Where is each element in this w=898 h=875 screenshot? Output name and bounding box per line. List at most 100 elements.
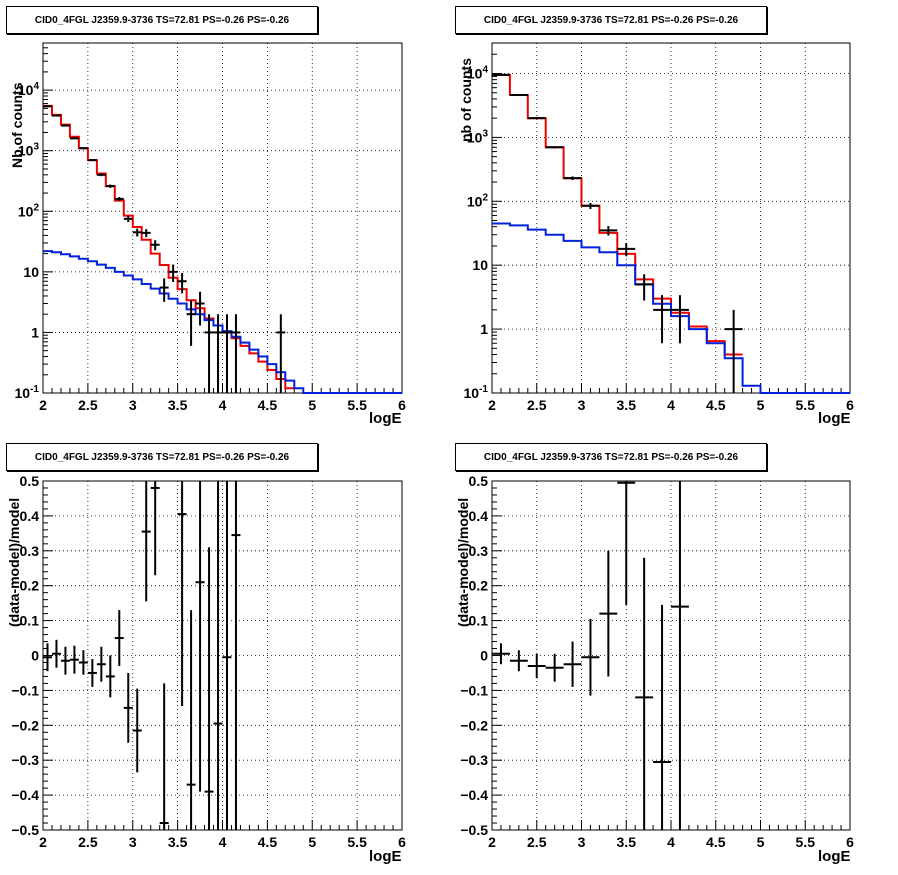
- chart-title: CID0_4FGL J2359.9-3736 TS=72.81 PS=-0.26…: [455, 443, 767, 471]
- x-tick-label: 5.5: [796, 834, 816, 850]
- plot-frame: [491, 480, 851, 831]
- data-point: [60, 124, 70, 127]
- x-tick-label: 3: [578, 834, 586, 850]
- x-tick-label: 3.5: [617, 834, 637, 850]
- x-tick-label: 4: [667, 397, 675, 413]
- data-point: [186, 300, 196, 346]
- data-point: [204, 314, 214, 393]
- data-point: [545, 146, 564, 149]
- y-tick-label: 0.3: [20, 543, 40, 559]
- data-point: [724, 309, 743, 393]
- data-point: [141, 229, 151, 238]
- x-tick-label: 2.5: [78, 397, 98, 413]
- x-tick-label: 6: [846, 397, 854, 413]
- data-point: [653, 295, 671, 344]
- residual-point: [635, 557, 654, 830]
- x-axis-label: logE: [369, 848, 402, 865]
- residual-point: [159, 683, 169, 830]
- y-tick-label: −0.1: [11, 682, 39, 698]
- y-tick-label: 0.1: [20, 613, 40, 629]
- x-tick-label: 3: [578, 397, 586, 413]
- x-tick-label: 3: [129, 834, 137, 850]
- data-point: [123, 215, 133, 223]
- data-point: [132, 228, 142, 237]
- source-model-histogram: [492, 222, 850, 394]
- y-tick-label: 0.2: [20, 578, 40, 594]
- data-point: [69, 137, 79, 140]
- x-tick-label: 2: [39, 397, 47, 413]
- x-tick-label: 4: [219, 397, 227, 413]
- data-point: [563, 176, 582, 181]
- data-point: [96, 173, 106, 177]
- residual-panel-left: 2 2.5 3 3.5 4 4.5 5 5.5 6 −0.5 −0.4 −0.3 −0.2 −0.1 0 0.…: [0, 437, 449, 875]
- x-tick-label: 4.5: [706, 397, 726, 413]
- plot-frame: [42, 42, 403, 394]
- x-tick-label: 6: [846, 834, 854, 850]
- x-tick-label: 5.5: [796, 397, 816, 413]
- residual-point: [51, 639, 61, 668]
- data-point: [51, 114, 61, 117]
- y-tick-label: −0.5: [460, 822, 488, 838]
- x-tick-label: 6: [398, 834, 406, 850]
- residual-point: [43, 643, 52, 672]
- x-tick-label: 5: [308, 834, 316, 850]
- y-tick-label: 10-1: [15, 384, 40, 401]
- x-axis-label: logE: [818, 848, 851, 865]
- residual-point: [96, 646, 106, 682]
- data-point: [177, 272, 187, 294]
- x-tick-label: 2.5: [527, 397, 547, 413]
- counts-plot-right: 2 2.5 3 3.5 4 4.5 5 5.5 6 10-1 1 10 102 103 104: [464, 42, 854, 413]
- axis-ticks: [491, 480, 851, 831]
- data-point: [150, 240, 160, 251]
- data-point: [222, 314, 232, 393]
- data-point: [581, 202, 600, 209]
- residual-point: [563, 641, 582, 687]
- x-tick-label: 5.5: [347, 834, 367, 850]
- y-tick-label: 104: [467, 64, 489, 81]
- tick-labels: 2 2.5 3 3.5 4 4.5 5 5.5 6 10-1 1 10 102 103 104: [15, 81, 407, 413]
- y-tick-label: 0: [31, 648, 39, 664]
- y-tick-label: −0.3: [460, 752, 488, 768]
- y-tick-label: −0.2: [11, 717, 39, 733]
- residual-panel-right: 2 2.5 3 3.5 4 4.5 5 5.5 6 −0.5 −0.4 −0.3 −0.2 −0.1 0 0.…: [449, 437, 898, 875]
- chart-title: CID0_4FGL J2359.9-3736 TS=72.81 PS=-0.26…: [6, 6, 318, 34]
- residual-point: [60, 646, 70, 675]
- y-tick-label: −0.2: [460, 717, 488, 733]
- y-tick-label: 1: [480, 321, 488, 337]
- y-tick-label: 0.3: [469, 543, 489, 559]
- x-tick-label: 2: [488, 397, 496, 413]
- y-tick-label: 10-1: [464, 384, 489, 401]
- y-tick-label: 10: [23, 264, 39, 280]
- y-tick-label: 0.5: [20, 473, 40, 489]
- data-points: [492, 73, 743, 393]
- residual-point: [195, 481, 205, 792]
- x-tick-label: 5.5: [347, 397, 367, 413]
- x-axis-label: logE: [369, 410, 402, 427]
- data-point: [159, 278, 169, 302]
- residual-point: [599, 550, 618, 677]
- x-tick-label: 2.5: [527, 834, 547, 850]
- chart-title: CID0_4FGL J2359.9-3736 TS=72.81 PS=-0.26…: [6, 443, 318, 471]
- residual-point: [492, 643, 510, 665]
- residual-point: [545, 653, 564, 682]
- residual-point: [617, 481, 636, 605]
- residual-point: [78, 650, 88, 675]
- source-model-histogram: [43, 250, 402, 394]
- x-tick-label: 5: [757, 397, 765, 413]
- y-tick-label: 103: [18, 142, 40, 159]
- x-tick-label: 3: [129, 397, 137, 413]
- counts-panel-right: 2 2.5 3 3.5 4 4.5 5 5.5 6 10-1 1 10 102 103 104 CID0_4…: [449, 0, 898, 437]
- y-tick-label: 1: [31, 324, 39, 340]
- x-axis-label: logE: [818, 410, 851, 427]
- y-tick-label: −0.4: [11, 787, 39, 803]
- y-tick-label: 103: [467, 128, 489, 145]
- x-tick-label: 3.5: [168, 834, 188, 850]
- data-point: [231, 314, 241, 393]
- residual-point: [231, 481, 241, 830]
- y-tick-label: 0.2: [469, 578, 489, 594]
- data-point: [492, 73, 510, 76]
- y-axis-label: nb of counts: [458, 58, 474, 142]
- y-tick-label: 0.1: [469, 613, 489, 629]
- x-tick-label: 2.5: [78, 834, 98, 850]
- x-tick-label: 5: [308, 397, 316, 413]
